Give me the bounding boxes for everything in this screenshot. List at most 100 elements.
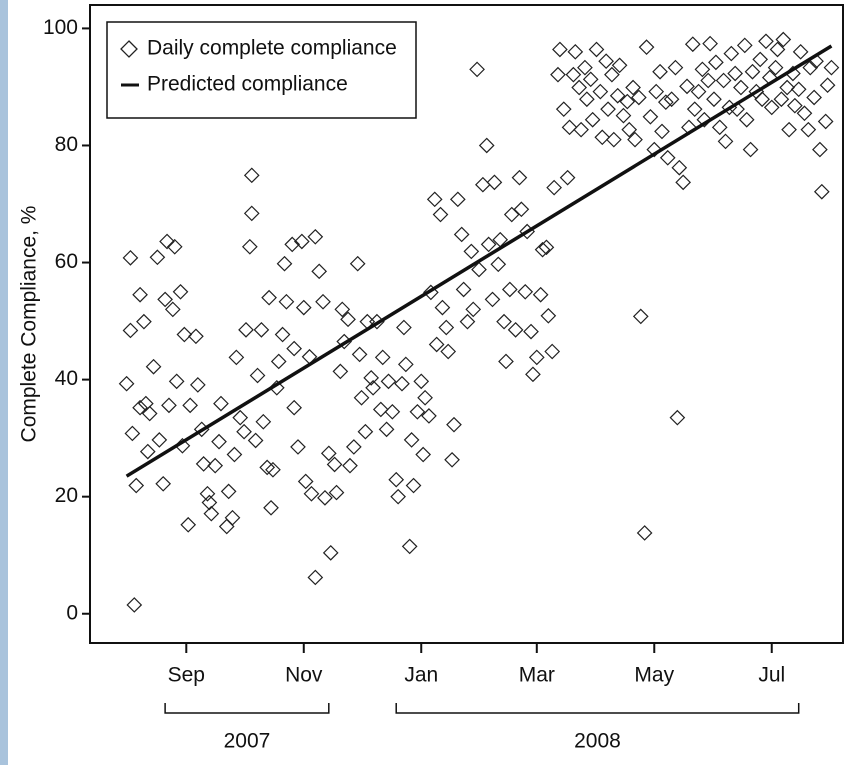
data-point (727, 65, 744, 82)
data-point (278, 293, 295, 310)
data-point (401, 538, 418, 555)
data-point (469, 61, 485, 78)
data-point (550, 66, 566, 83)
data-point (253, 322, 270, 338)
data-point (544, 343, 561, 360)
data-point (498, 353, 514, 370)
data-point (409, 403, 426, 420)
data-point (276, 255, 293, 272)
data-point (459, 313, 476, 330)
data-point (388, 471, 405, 488)
x-tick-label: May (634, 664, 674, 687)
data-point (598, 53, 614, 70)
data-point (263, 499, 279, 516)
y-axis-label: Complete Compliance, % (18, 206, 41, 443)
data-point (122, 250, 139, 266)
data-point (800, 121, 817, 138)
data-point (534, 241, 551, 258)
data-point (657, 94, 674, 111)
data-point (742, 141, 759, 158)
data-point (326, 456, 343, 473)
year-bracket (164, 703, 330, 714)
data-point (141, 405, 158, 422)
data-point (449, 191, 466, 208)
data-point (546, 179, 562, 196)
data-point (164, 301, 181, 318)
data-point (396, 319, 412, 336)
data-point (428, 336, 445, 353)
data-point (773, 91, 790, 108)
data-point (711, 119, 728, 136)
data-point (247, 432, 264, 449)
data-point (213, 395, 229, 412)
data-point (532, 286, 549, 303)
year-label: 2008 (574, 730, 621, 753)
data-point (736, 37, 753, 54)
data-point (675, 174, 692, 191)
data-point (540, 307, 557, 324)
data-point (627, 131, 643, 148)
data-point (159, 233, 175, 250)
data-point (340, 311, 356, 328)
data-point (224, 509, 241, 526)
data-point (286, 340, 302, 357)
data-point (744, 63, 761, 80)
data-point (118, 375, 135, 392)
data-point (733, 79, 749, 96)
year-bracket (395, 703, 800, 714)
year-label: 2007 (224, 730, 271, 753)
data-point (619, 93, 636, 110)
data-point (636, 525, 653, 541)
data-point (779, 79, 795, 96)
data-point (421, 408, 437, 424)
data-point (394, 375, 410, 392)
data-point (615, 107, 632, 124)
data-point (781, 121, 797, 138)
data-point (207, 457, 224, 474)
data-point (567, 43, 584, 60)
data-point (806, 89, 822, 106)
data-point (796, 105, 813, 122)
data-point (353, 389, 370, 406)
data-point (380, 373, 397, 390)
data-point (694, 61, 711, 78)
data-point (122, 322, 139, 339)
data-point (463, 243, 480, 260)
data-point (126, 597, 143, 613)
frame-edge (0, 0, 8, 765)
data-point (763, 99, 780, 116)
y-tick-label: 80 (55, 133, 78, 156)
data-point (274, 326, 291, 343)
data-point (754, 91, 770, 108)
data-point (303, 485, 320, 502)
data-point (475, 176, 491, 193)
data-point (819, 77, 836, 94)
data-point (128, 477, 145, 494)
data-point (577, 59, 593, 76)
data-point (723, 45, 740, 62)
data-point (453, 226, 470, 243)
data-point (717, 133, 734, 150)
data-point (307, 569, 324, 586)
data-point (484, 291, 501, 308)
data-point (286, 399, 302, 416)
data-point (528, 349, 545, 366)
data-point (261, 289, 277, 306)
data-point (555, 101, 572, 118)
data-point (679, 78, 695, 95)
data-point (632, 308, 649, 325)
data-point (297, 473, 314, 490)
data-point (315, 293, 331, 310)
y-tick-label: 0 (66, 601, 78, 624)
data-point (145, 358, 162, 375)
data-point (561, 119, 578, 136)
data-point (552, 41, 568, 58)
data-point (702, 35, 718, 52)
data-point (317, 489, 333, 506)
data-point (648, 83, 665, 100)
data-point (579, 91, 595, 108)
data-point (625, 79, 641, 96)
x-tick-label: Sep (168, 664, 205, 687)
data-point (438, 319, 455, 336)
data-point (139, 443, 156, 460)
